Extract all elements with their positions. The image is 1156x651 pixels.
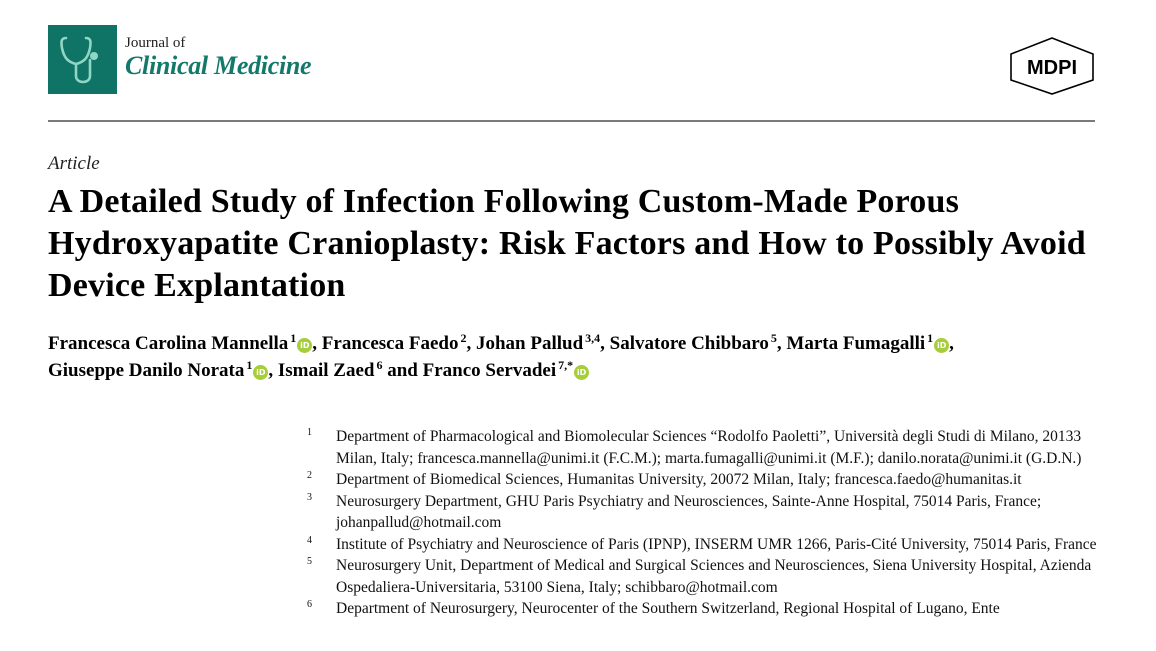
author-affiliation-ref: 1 (246, 358, 253, 372)
article-type: Article (48, 153, 100, 174)
stethoscope-icon (48, 25, 117, 94)
author-affiliation-ref: 1 (290, 331, 297, 345)
journal-name: Clinical Medicine (125, 50, 312, 80)
author-affiliation-ref: 1 (927, 331, 934, 345)
affiliation-list: 1 Department of Pharmacological and Biomo… (307, 426, 1107, 620)
affiliation-item: 6 Department of Neurosurgery, Neurocenter… (307, 598, 1107, 620)
author-affiliation-ref: 5 (770, 331, 777, 345)
header-divider (48, 120, 1095, 122)
author-affiliation-ref: 2 (460, 331, 467, 345)
author-name: Francesca Carolina Mannella (48, 333, 289, 354)
author-affiliation-ref: 7,* (558, 358, 574, 372)
author-name: Francesca Faedo (321, 333, 459, 354)
author-name: Marta Fumagalli (786, 333, 926, 354)
affiliation-text: Neurosurgery Unit, Department of Medical… (336, 557, 1092, 596)
affiliation-number: 6 (307, 599, 312, 610)
affiliation-number: 3 (307, 491, 312, 503)
author-list: Francesca Carolina Mannella 1iD, Francesc… (48, 331, 954, 381)
affiliation-text: Department of Biomedical Sciences, Human… (336, 471, 1022, 488)
journal-logo: Journal of Clinical Medicine (48, 25, 312, 94)
affiliation-number: 4 (307, 534, 312, 546)
author-name: Franco Servadei (422, 360, 557, 381)
affiliation-text: Institute of Psychiatry and Neuroscience… (336, 535, 1097, 553)
affiliation-number: 5 (307, 556, 312, 567)
affiliation-item: 1 Department of Pharmacological and Biomo… (307, 426, 1107, 469)
author-affiliation-ref: 6 (376, 358, 383, 372)
orcid-icon[interactable]: iD (574, 365, 590, 380)
orcid-icon[interactable]: iD (934, 338, 950, 353)
affiliation-item: 5 Neurosurgery Unit, Department of Medica… (307, 555, 1107, 598)
affiliation-number: 1 (307, 427, 312, 438)
affiliation-item: 2 Department of Biomedical Sciences, Huma… (307, 469, 1107, 491)
article-title: A Detailed Study of Infection Following … (48, 183, 1086, 304)
affiliation-text: Neurosurgery Department, GHU Paris Psych… (336, 492, 1042, 532)
author-name: Ismail Zaed (277, 360, 375, 381)
author-name: Johan Pallud (475, 333, 584, 354)
affiliation-number: 2 (307, 470, 312, 481)
author-name: Salvatore Chibbaro (609, 333, 769, 354)
publisher-name: MDPI (1027, 57, 1077, 79)
orcid-icon[interactable]: iD (253, 365, 269, 380)
mdpi-logo: MDPI (1007, 36, 1097, 96)
author-name: Giuseppe Danilo Norata (48, 360, 245, 381)
journal-prefix: Journal of (125, 34, 186, 51)
affiliation-text: Department of Pharmacological and Biomol… (336, 428, 1082, 467)
affiliation-item: 4 Institute of Psychiatry and Neuroscienc… (307, 534, 1107, 556)
affiliation-item: 3 Neurosurgery Department, GHU Paris Psyc… (307, 491, 1107, 534)
affiliation-text: Department of Neurosurgery, Neurocenter … (336, 600, 1000, 617)
orcid-icon[interactable]: iD (297, 338, 313, 353)
author-affiliation-ref: 3,4 (585, 331, 601, 345)
